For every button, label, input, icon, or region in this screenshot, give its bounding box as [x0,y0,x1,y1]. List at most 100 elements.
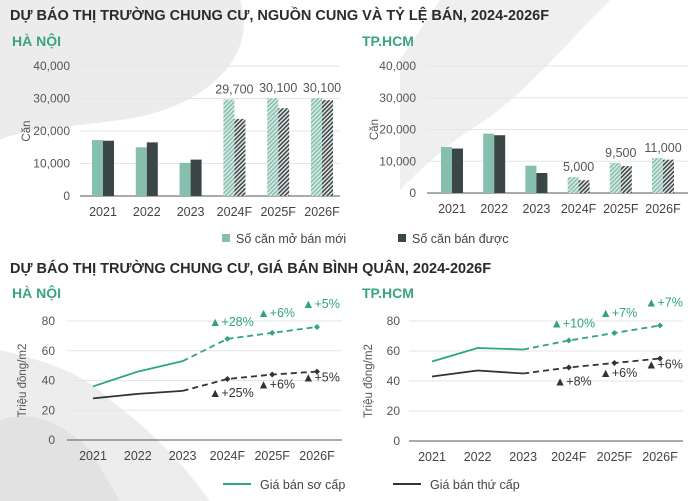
x-tick-label: 2026F [645,202,681,216]
bar-new-units [483,133,495,193]
y-tick-label: 20,000 [379,123,416,137]
bar-sold-units [234,118,246,196]
growth-annotation: ▲+6% [257,378,295,392]
x-tick-label: 2026F [299,449,335,463]
bar-sold-units [103,140,114,196]
data-point-marker [269,329,276,336]
data-point-marker [224,376,231,383]
data-point-marker [611,360,618,366]
data-point-marker [657,322,663,329]
y-tick-label: 0 [393,434,400,448]
legend-label-sold: Số căn bán được [412,232,508,246]
y-axis-label: Căn [369,119,381,140]
y-tick-label: 0 [48,433,55,447]
line-primary-actual [431,347,524,363]
y-tick-label: 40 [387,374,401,388]
bar-sold-units [620,166,632,193]
bar-sold-units [452,148,463,193]
x-tick-label: 2022 [133,205,161,219]
x-tick-label: 2025F [597,450,633,464]
x-tick-label: 2023 [522,202,550,216]
x-tick-label: 2023 [509,450,537,464]
growth-annotation: ▲+25% [209,386,254,400]
bar-sold-units [146,142,158,196]
data-point-marker [314,323,320,330]
x-tick-label: 2026F [304,205,340,219]
bar-sold-units [663,159,674,193]
y-tick-label: 20,000 [33,124,70,138]
bar-new-units [567,177,579,193]
data-label: 11,000 [644,141,681,155]
city-title: HÀ NỘI [12,284,61,301]
line-primary-actual [92,360,183,388]
x-tick-label: 2021 [418,450,446,464]
data-label: 5,000 [563,160,594,174]
bar-sold-units [278,108,290,196]
x-tick-label: 2021 [79,449,107,463]
x-tick-label: 2023 [169,449,197,463]
x-tick-label: 2024F [561,202,597,216]
bar-new-units [135,147,147,196]
bar-new-units [223,99,235,196]
legend-swatch-sold [398,234,406,242]
y-tick-label: 20 [387,404,401,418]
bar-new-units [441,146,452,193]
growth-annotation: ▲+10% [550,317,595,331]
y-tick-label: 30,000 [33,92,70,106]
bar-new-units [92,140,103,196]
y-tick-label: 10,000 [379,154,416,168]
line-chart-hanoi: HÀ NỘI 0 20 40 60 80 Triệu đồng/m2 2021 2022 2023… [12,284,342,463]
bar-new-units [652,158,663,193]
price-chart-title: DỰ BÁO THỊ TRƯỜNG CHUNG CƯ, GIÁ BÁN BÌNH… [10,259,491,277]
x-tick-label: 2025F [254,449,290,463]
x-tick-label: 2024F [217,205,253,219]
y-tick-label: 60 [42,344,56,358]
bar-legend: Số căn mở bán mới Số căn bán được [222,232,508,246]
bar-sold-units [578,180,590,193]
y-tick-label: 20 [42,403,56,417]
data-label: 9,500 [605,146,636,160]
bar-new-units [525,165,537,193]
line-legend: Giá bán sơ cấp Giá bán thứ cấp [223,478,520,492]
bar-new-units [267,98,279,196]
x-tick-label: 2026F [642,450,678,464]
growth-annotation: ▲+7% [600,306,638,320]
y-axis-label: Căn [21,120,33,141]
bar-new-units [179,162,191,196]
growth-annotation: ▲+6% [600,366,638,380]
legend-swatch-new [222,234,230,242]
legend-label-new: Số căn mở bán mới [236,232,346,246]
line-secondary-actual [431,369,524,378]
bar-new-units [609,162,621,193]
data-point-marker [611,330,618,336]
x-tick-label: 2024F [551,450,587,464]
growth-annotation: ▲+5% [302,297,340,311]
growth-annotation: ▲+6% [257,306,295,320]
x-tick-label: 2025F [603,202,639,216]
supply-chart-title: DỰ BÁO THỊ TRƯỜNG CHUNG CƯ, NGUỒN CUNG V… [10,6,549,24]
bar-sold-units [494,135,506,193]
y-tick-label: 30,000 [379,91,416,105]
bar-chart-hcm: TP.HCM 0 10,000 20,000 30,000 40,000 Căn 2021 20… [362,33,688,216]
bar-sold-units [322,100,333,196]
y-tick-label: 10,000 [33,157,70,171]
y-axis-label: Triệu đồng/m2 [363,344,375,418]
city-title: TP.HCM [362,285,414,301]
x-tick-label: 2022 [464,450,492,464]
line-chart-hcm: TP.HCM 0 20 40 60 80 Triệu đồng/m2 2021 2022 2023… [362,285,683,464]
data-point-marker [565,337,572,344]
legend-label-secondary: Giá bán thứ cấp [430,478,520,492]
y-tick-label: 40,000 [33,59,70,73]
line-primary-forecast [523,324,661,351]
x-tick-label: 2023 [177,205,205,219]
data-point-marker [657,355,663,362]
data-point-marker [565,364,572,371]
growth-annotation: ▲+28% [209,315,254,329]
x-tick-label: 2021 [438,202,466,216]
y-tick-label: 40,000 [379,59,416,73]
line-secondary-actual [92,390,183,400]
x-tick-label: 2022 [480,202,508,216]
x-tick-label: 2025F [260,205,296,219]
growth-annotation: ▲+7% [645,296,683,310]
